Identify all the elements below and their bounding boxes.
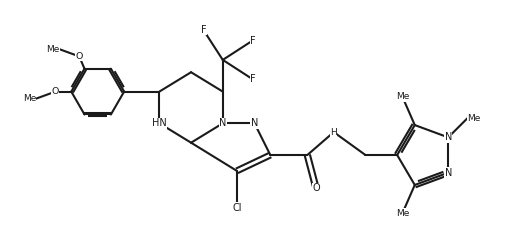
Text: F: F: [250, 35, 255, 46]
Text: N: N: [251, 118, 258, 128]
Text: O: O: [75, 52, 83, 61]
Text: N: N: [219, 118, 227, 128]
Text: Me: Me: [396, 92, 409, 101]
Text: Me: Me: [23, 94, 36, 103]
Text: N: N: [445, 168, 452, 178]
Text: F: F: [201, 25, 206, 35]
Text: O: O: [52, 87, 59, 96]
Text: F: F: [250, 74, 255, 84]
Text: Me: Me: [467, 114, 481, 123]
Text: Cl: Cl: [232, 203, 241, 213]
Text: Me: Me: [396, 209, 409, 218]
Text: HN: HN: [152, 118, 167, 128]
Text: H: H: [330, 128, 337, 137]
Text: O: O: [312, 183, 320, 194]
Text: N: N: [445, 132, 452, 142]
Text: Me: Me: [46, 45, 60, 54]
